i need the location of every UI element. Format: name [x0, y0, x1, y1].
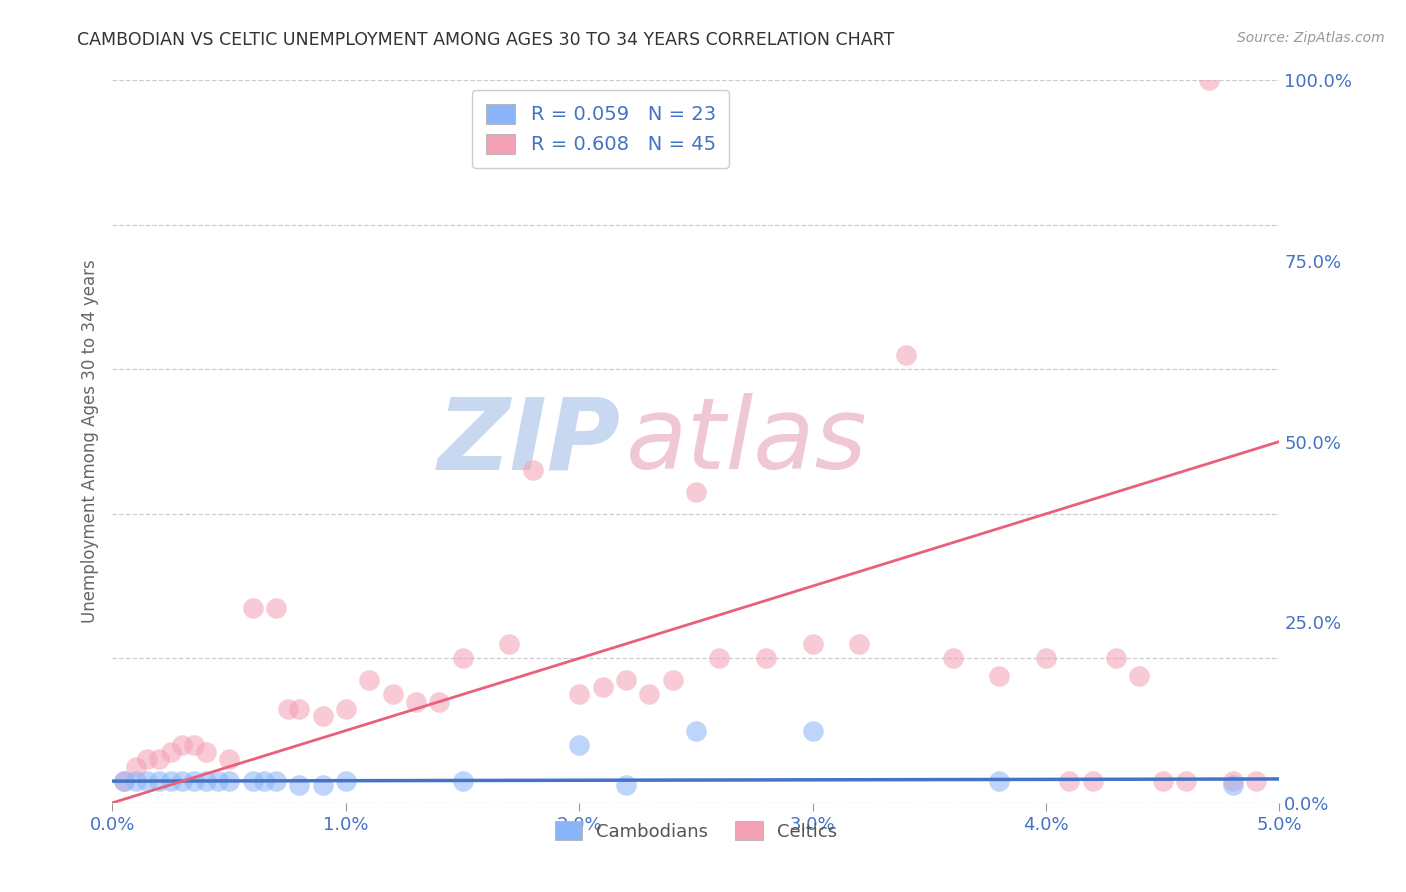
Point — [498, 637, 520, 651]
Point — [242, 600, 264, 615]
Point — [405, 695, 427, 709]
Point — [848, 637, 870, 651]
Point — [1175, 774, 1198, 789]
Point — [661, 673, 683, 687]
Point — [1222, 778, 1244, 792]
Point — [1152, 774, 1174, 789]
Point — [207, 774, 229, 789]
Point — [522, 463, 544, 477]
Point — [801, 637, 824, 651]
Point — [160, 745, 183, 759]
Point — [1105, 651, 1128, 665]
Point — [148, 774, 170, 789]
Point — [288, 778, 311, 792]
Text: atlas: atlas — [626, 393, 868, 490]
Point — [183, 774, 205, 789]
Point — [264, 600, 287, 615]
Point — [1059, 774, 1081, 789]
Point — [638, 687, 661, 701]
Point — [1081, 774, 1104, 789]
Legend: Cambodians, Celtics: Cambodians, Celtics — [547, 814, 845, 848]
Point — [568, 738, 591, 752]
Point — [136, 774, 159, 789]
Point — [988, 669, 1011, 683]
Point — [427, 695, 450, 709]
Point — [451, 774, 474, 789]
Point — [614, 673, 637, 687]
Point — [381, 687, 404, 701]
Point — [160, 774, 183, 789]
Point — [614, 778, 637, 792]
Point — [942, 651, 965, 665]
Point — [568, 687, 591, 701]
Point — [288, 702, 311, 716]
Point — [253, 774, 276, 789]
Point — [988, 774, 1011, 789]
Point — [451, 651, 474, 665]
Point — [335, 774, 357, 789]
Point — [242, 774, 264, 789]
Point — [685, 485, 707, 500]
Point — [1222, 774, 1244, 789]
Point — [709, 651, 731, 665]
Point — [311, 709, 333, 723]
Point — [194, 745, 217, 759]
Point — [125, 774, 148, 789]
Point — [218, 752, 240, 766]
Point — [1198, 73, 1220, 87]
Point — [125, 760, 148, 774]
Point — [194, 774, 217, 789]
Point — [335, 702, 357, 716]
Point — [172, 738, 194, 752]
Point — [755, 651, 778, 665]
Point — [1128, 669, 1150, 683]
Y-axis label: Unemployment Among Ages 30 to 34 years: Unemployment Among Ages 30 to 34 years — [80, 260, 98, 624]
Point — [136, 752, 159, 766]
Point — [1244, 774, 1267, 789]
Point — [311, 778, 333, 792]
Point — [148, 752, 170, 766]
Point — [359, 673, 381, 687]
Point — [276, 702, 298, 716]
Text: CAMBODIAN VS CELTIC UNEMPLOYMENT AMONG AGES 30 TO 34 YEARS CORRELATION CHART: CAMBODIAN VS CELTIC UNEMPLOYMENT AMONG A… — [77, 31, 894, 49]
Text: Source: ZipAtlas.com: Source: ZipAtlas.com — [1237, 31, 1385, 45]
Text: ZIP: ZIP — [437, 393, 620, 490]
Point — [894, 348, 917, 362]
Point — [801, 723, 824, 738]
Point — [172, 774, 194, 789]
Point — [112, 774, 135, 789]
Point — [264, 774, 287, 789]
Point — [218, 774, 240, 789]
Point — [592, 680, 614, 694]
Point — [112, 774, 135, 789]
Point — [183, 738, 205, 752]
Point — [685, 723, 707, 738]
Point — [1035, 651, 1057, 665]
